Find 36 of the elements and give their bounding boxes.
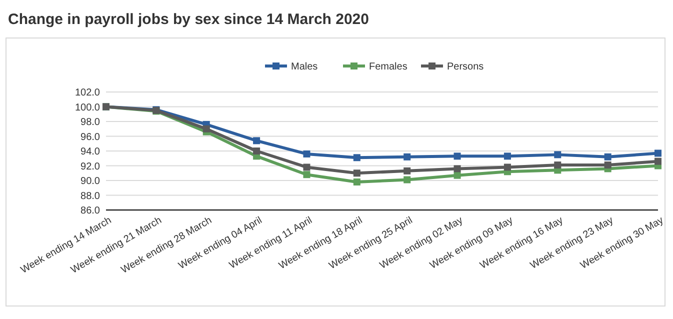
point [303, 164, 310, 171]
chart-title: Change in payroll jobs by sex since 14 March 2020 [8, 11, 369, 28]
point [454, 172, 461, 179]
point [404, 176, 411, 184]
point [404, 153, 411, 160]
point [454, 152, 461, 160]
point [404, 167, 411, 174]
point [353, 170, 360, 177]
y-tick-label: 98.0 [80, 117, 100, 128]
point [604, 153, 612, 160]
point [504, 152, 511, 160]
point [253, 137, 260, 144]
point [303, 171, 310, 178]
legend-label: Males [291, 62, 318, 72]
y-tick-label: 94.0 [80, 146, 100, 158]
point [554, 162, 562, 169]
point [353, 154, 360, 162]
y-tick-label: 86.0 [80, 206, 100, 216]
point [604, 162, 612, 169]
point [654, 150, 662, 157]
point [554, 151, 562, 158]
legend-label: Persons [447, 62, 484, 72]
point [202, 125, 210, 132]
y-tick-label: 88.0 [80, 190, 100, 202]
legend-label: Females [369, 62, 408, 72]
point [253, 148, 260, 154]
y-tick-label: 102.0 [74, 88, 100, 98]
y-tick-label: 90.0 [80, 176, 100, 187]
point [654, 158, 662, 165]
y-tick-label: 96.0 [80, 132, 100, 143]
point [504, 164, 511, 171]
y-tick-label: 92.0 [80, 161, 100, 172]
y-tick-label: 100.0 [74, 102, 100, 114]
point [353, 178, 360, 186]
point [454, 165, 461, 172]
point [303, 150, 310, 158]
